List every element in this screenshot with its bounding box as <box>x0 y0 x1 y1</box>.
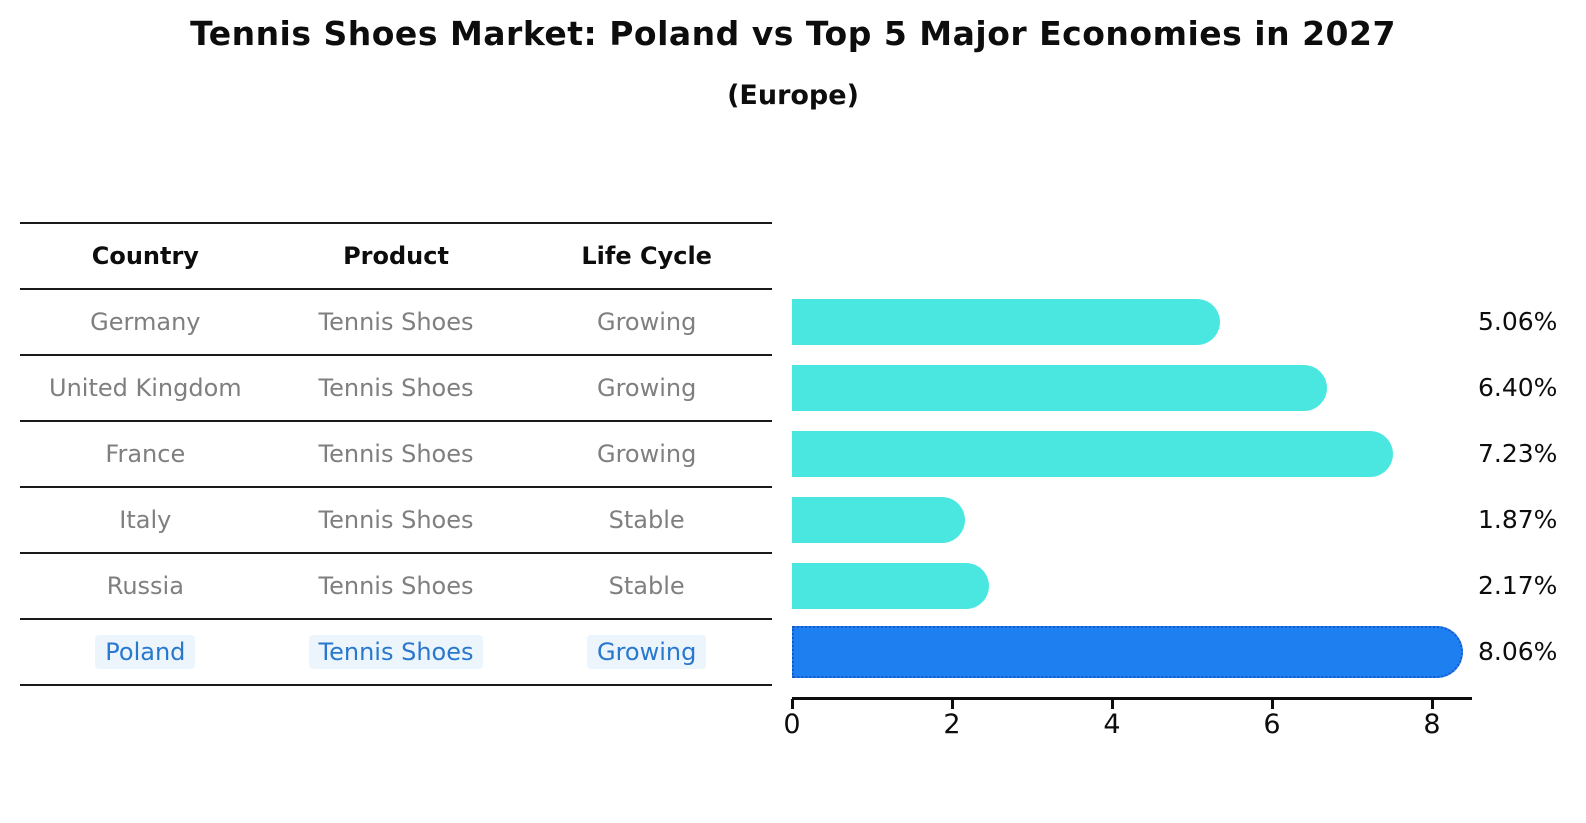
table-row-united-kingdom: United Kingdom Tennis Shoes Growing <box>20 354 772 420</box>
x-tick-label-2: 2 <box>943 709 961 740</box>
table-row-poland: Poland Tennis Shoes Growing <box>20 618 772 684</box>
table-body: Germany Tennis Shoes Growing United Kingdom… <box>20 288 772 684</box>
table-row-france: France Tennis Shoes Growing <box>20 420 772 486</box>
cell-product-text: Tennis Shoes <box>318 572 474 600</box>
cell-life-cycle-text: Growing <box>596 308 697 336</box>
cell-country-text: Germany <box>90 308 201 336</box>
cell-life-cycle-text: Growing <box>586 635 707 669</box>
value-label-poland: 8.06% <box>1478 637 1558 666</box>
cell-life-cycle: Stable <box>521 572 772 600</box>
x-tick-label-0: 0 <box>783 709 801 740</box>
col-header-lifecycle: Life Cycle <box>581 242 712 270</box>
cell-product: Tennis Shoes <box>271 506 522 534</box>
x-axis-line <box>792 697 1472 700</box>
cell-product: Tennis Shoes <box>271 635 522 669</box>
x-tick-label-6: 6 <box>1263 709 1281 740</box>
value-label-germany: 5.06% <box>1478 307 1558 336</box>
cell-country: United Kingdom <box>20 374 271 402</box>
bar-poland <box>792 626 1463 678</box>
cell-country-text: Russia <box>106 572 184 600</box>
cell-product-text: Tennis Shoes <box>318 440 474 468</box>
table-row-italy: Italy Tennis Shoes Stable <box>20 486 772 552</box>
x-tick-8 <box>1431 699 1434 709</box>
chart-subtitle: (Europe) <box>727 80 859 111</box>
cell-country: Germany <box>20 308 271 336</box>
cell-life-cycle: Growing <box>521 308 772 336</box>
cell-country-text: Italy <box>119 506 172 534</box>
col-header-product: Product <box>343 242 449 270</box>
bar-germany <box>792 299 1220 345</box>
cell-country: Russia <box>20 572 271 600</box>
cell-product: Tennis Shoes <box>271 374 522 402</box>
table-header-row: Country Product Life Cycle <box>20 222 772 288</box>
value-label-russia: 2.17% <box>1478 571 1558 600</box>
bar-france <box>792 431 1394 477</box>
cell-country: Italy <box>20 506 271 534</box>
cell-product: Tennis Shoes <box>271 572 522 600</box>
cell-life-cycle: Growing <box>521 440 772 468</box>
cell-product-text: Tennis Shoes <box>318 374 474 402</box>
bar-italy <box>792 497 965 543</box>
cell-life-cycle: Stable <box>521 506 772 534</box>
cell-life-cycle-text: Growing <box>596 374 697 402</box>
chart-title: Tennis Shoes Market: Poland vs Top 5 Maj… <box>190 14 1396 53</box>
cell-country-text: United Kingdom <box>49 374 242 402</box>
bar-united-kingdom <box>792 365 1327 411</box>
x-tick-4 <box>1111 699 1114 709</box>
x-tick-2 <box>951 699 954 709</box>
cell-life-cycle: Growing <box>521 374 772 402</box>
cell-life-cycle: Growing <box>521 635 772 669</box>
cell-country: Poland <box>20 635 271 669</box>
cell-life-cycle-text: Stable <box>608 506 685 534</box>
cell-country: France <box>20 440 271 468</box>
x-tick-6 <box>1271 699 1274 709</box>
value-label-france: 7.23% <box>1478 439 1558 468</box>
cell-country-text: Poland <box>95 635 196 669</box>
cell-life-cycle-text: Growing <box>596 440 697 468</box>
cell-product-text: Tennis Shoes <box>318 506 474 534</box>
cell-life-cycle-text: Stable <box>608 572 685 600</box>
x-tick-label-8: 8 <box>1423 709 1441 740</box>
table-row-germany: Germany Tennis Shoes Growing <box>20 288 772 354</box>
cell-product-text: Tennis Shoes <box>308 635 484 669</box>
country-table: Country Product Life Cycle Germany Tennis… <box>20 222 772 686</box>
x-tick-label-4: 4 <box>1103 709 1121 740</box>
cell-product: Tennis Shoes <box>271 308 522 336</box>
value-label-italy: 1.87% <box>1478 505 1558 534</box>
bar-russia <box>792 563 989 609</box>
cell-product-text: Tennis Shoes <box>318 308 474 336</box>
value-label-united-kingdom: 6.40% <box>1478 373 1558 402</box>
table-row-russia: Russia Tennis Shoes Stable <box>20 552 772 618</box>
cell-product: Tennis Shoes <box>271 440 522 468</box>
x-tick-0 <box>791 699 794 709</box>
cell-country-text: France <box>105 440 186 468</box>
col-header-country: Country <box>91 242 199 270</box>
